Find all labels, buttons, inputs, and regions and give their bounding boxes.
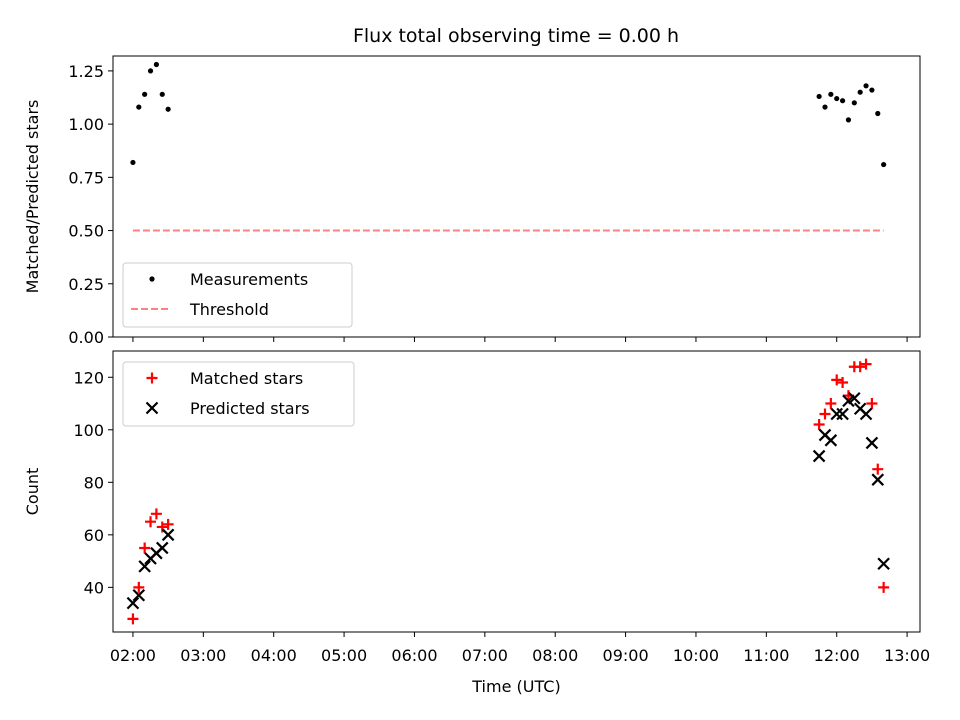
- predicted-stars-point: [161, 528, 175, 542]
- measurements-point: [147, 68, 154, 74]
- legend-threshold-label: Threshold: [189, 300, 269, 319]
- axes-frame: [112, 350, 921, 633]
- matched-stars-point: [872, 463, 884, 475]
- measurements-point: [816, 93, 822, 100]
- matched-stars-point: [813, 419, 825, 431]
- predicted-stars-point: [132, 588, 146, 602]
- x-tick-label: 13:00: [884, 646, 930, 665]
- x-axis-label: Time (UTC): [471, 677, 560, 696]
- y-tick-label: 80: [84, 473, 104, 492]
- matched-stars-point: [837, 377, 849, 389]
- x-tick-label: 06:00: [391, 646, 437, 665]
- matched-stars-point: [150, 508, 162, 520]
- matched-stars-point: [860, 358, 872, 370]
- count-panel: 40 60 80 100 120 02:00 03:00 04:00 05:00 06:00 07:…: [23, 350, 930, 696]
- y-tick-label: 0.75: [68, 168, 104, 187]
- x-tick-label: 12:00: [814, 646, 860, 665]
- y-tick-label: 0.25: [68, 275, 104, 294]
- predicted-stars-point: [824, 434, 838, 447]
- measurements-point: [828, 91, 834, 97]
- legend-predicted-stars-label: Predicted stars: [190, 399, 310, 418]
- matched-stars-point: [139, 542, 151, 554]
- measurements-point: [839, 98, 846, 104]
- predicted-stars-point: [830, 407, 843, 421]
- matched-stars-point: [127, 613, 139, 625]
- x-tick-label: 03:00: [180, 646, 226, 665]
- measurements-point: [159, 91, 165, 97]
- measurements-point: [165, 106, 171, 112]
- y-tick-label: 1.25: [68, 62, 104, 81]
- matched-stars-point: [878, 581, 890, 593]
- legend-predicted-stars-swatch: [145, 401, 159, 415]
- axes-frame: [112, 55, 921, 338]
- x-tick-label: 05:00: [321, 646, 367, 665]
- y-axis-label: Count: [23, 468, 42, 516]
- x-tick-label: 07:00: [462, 646, 508, 665]
- predicted-stars-point: [126, 596, 140, 610]
- ratio-panel: 0.00 0.25 0.50 0.75 1.00 1.25 Matched/Predicte…: [23, 55, 921, 347]
- x-tick-label: 04:00: [251, 646, 297, 665]
- legend: Matched stars Predicted stars: [122, 361, 355, 427]
- y-tick-label: 1.00: [68, 115, 104, 134]
- predicted-stars-point: [859, 407, 873, 421]
- matched-stars-point: [854, 361, 866, 373]
- measurements-point: [130, 159, 136, 166]
- predicted-stars-point: [865, 436, 879, 450]
- legend-matched-stars-label: Matched stars: [190, 369, 303, 388]
- measurements-point: [857, 89, 863, 95]
- measurements-point: [153, 61, 159, 68]
- measurements-point: [875, 110, 881, 117]
- x-tick-label: 10:00: [673, 646, 719, 665]
- matched-stars-point: [156, 521, 168, 533]
- predicted-stars-point: [848, 391, 861, 405]
- predicted-stars-point: [871, 473, 885, 486]
- legend-measurements-label: Measurements: [190, 270, 308, 289]
- x-tick-label: 08:00: [532, 646, 578, 665]
- measurements-point: [136, 104, 142, 110]
- measurements-point: [881, 161, 887, 168]
- predicted-stars-point: [836, 407, 849, 421]
- y-tick-label: 120: [73, 368, 104, 387]
- matched-stars-point: [831, 374, 843, 386]
- measurements-point: [834, 95, 840, 102]
- y-axis-label: Matched/Predicted stars: [23, 100, 42, 294]
- x-tick-label: 02:00: [110, 646, 156, 665]
- legend-matched-stars-swatch: [146, 372, 158, 384]
- matched-stars-point: [133, 581, 145, 593]
- matched-stars-point: [866, 398, 878, 410]
- y-tick-label: 100: [73, 421, 104, 440]
- legend-box: [122, 361, 355, 427]
- legend: Measurements Threshold: [122, 262, 353, 328]
- matched-stars-point: [145, 516, 157, 528]
- measurements-point: [822, 104, 828, 110]
- predicted-stars-point: [812, 449, 826, 463]
- predicted-stars-point: [155, 541, 169, 555]
- matched-stars-point: [825, 398, 837, 410]
- y-tick-label: 40: [84, 578, 104, 597]
- matched-stars-point: [819, 408, 831, 420]
- legend-measurements-swatch: [149, 276, 155, 282]
- x-tick-label: 09:00: [603, 646, 649, 665]
- y-tick-label: 0.50: [68, 222, 104, 241]
- measurements-point: [845, 117, 852, 123]
- y-tick-label: 0.00: [68, 328, 104, 347]
- measurements-point: [851, 100, 857, 106]
- x-tick-label: 11:00: [743, 646, 789, 665]
- legend-box: [122, 262, 353, 328]
- predicted-stars-point: [138, 560, 151, 573]
- measurements-point: [869, 87, 875, 93]
- matched-stars-point: [162, 518, 174, 530]
- measurements-point: [142, 91, 148, 97]
- measurements-point: [863, 83, 869, 89]
- predicted-stars-point: [877, 557, 890, 570]
- chart-title: Flux total observing time = 0.00 h: [353, 25, 679, 47]
- y-tick-label: 60: [84, 526, 104, 545]
